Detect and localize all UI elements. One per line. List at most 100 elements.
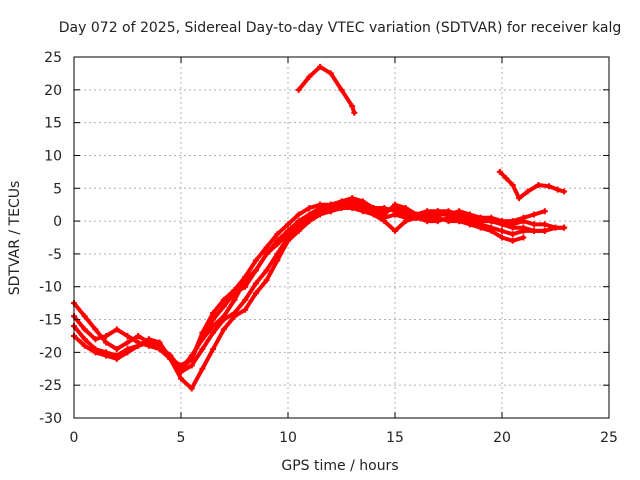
- data-point: [295, 86, 302, 93]
- y-tick-label: -25: [39, 378, 62, 394]
- data-point: [531, 221, 538, 228]
- data-point: [295, 211, 302, 218]
- data-point: [210, 346, 217, 353]
- data-point: [509, 181, 516, 188]
- data-point: [516, 195, 523, 202]
- data-point: [188, 385, 195, 392]
- data-point: [509, 237, 516, 244]
- data-point: [231, 313, 238, 320]
- data-point: [359, 208, 366, 215]
- data-point: [434, 208, 441, 215]
- data-point: [252, 280, 259, 287]
- data-point: [456, 211, 463, 218]
- data-point: [113, 355, 120, 362]
- data-point: [327, 208, 334, 215]
- data-point: [327, 70, 334, 77]
- data-point: [466, 221, 473, 228]
- y-tick-label: -5: [48, 247, 62, 263]
- data-point: [242, 306, 249, 313]
- data-point: [263, 250, 270, 257]
- data-point: [531, 211, 538, 218]
- data-point: [541, 221, 548, 228]
- x-tick-label: 15: [386, 430, 404, 446]
- data-point: [499, 221, 505, 228]
- plot-frame: [73, 56, 610, 419]
- series-track-5: [178, 204, 548, 372]
- data-point: [392, 201, 398, 208]
- y-tick-label: -15: [39, 313, 62, 329]
- data-point: [541, 208, 548, 215]
- data-point: [135, 342, 142, 349]
- data-point: [113, 346, 120, 353]
- data-point: [274, 257, 281, 264]
- data-point: [285, 237, 291, 244]
- data-point: [306, 214, 313, 221]
- data-point: [381, 204, 388, 211]
- data-point: [520, 214, 527, 221]
- data-point: [178, 375, 184, 382]
- data-point: [285, 231, 291, 238]
- x-tick-label: 5: [177, 430, 186, 446]
- data-point: [81, 336, 88, 343]
- data-point: [531, 227, 538, 234]
- y-axis-label: SDTVAR / TECUs: [7, 181, 23, 296]
- data-point: [477, 224, 484, 231]
- data-point: [92, 349, 99, 356]
- data-point: [263, 244, 270, 251]
- data-point: [424, 218, 431, 225]
- data-point: [274, 231, 281, 238]
- data-point: [499, 227, 505, 234]
- data-point: [509, 224, 516, 231]
- y-tick-label: -30: [39, 411, 62, 427]
- data-point: [488, 218, 495, 225]
- data-point: [103, 352, 110, 359]
- y-tick-label: 15: [44, 116, 62, 132]
- data-point: [210, 309, 217, 316]
- data-point: [220, 326, 227, 333]
- data-point: [242, 296, 249, 303]
- data-point: [210, 329, 217, 336]
- y-tick-label: 10: [44, 148, 62, 164]
- y-tick-label: -10: [39, 280, 62, 296]
- data-point: [252, 267, 259, 274]
- data-point: [520, 234, 527, 241]
- data-point: [499, 234, 505, 241]
- data-point: [370, 211, 377, 218]
- data-point: [199, 365, 206, 372]
- data-point: [402, 204, 409, 211]
- y-tick-label: 0: [53, 214, 62, 230]
- data-point: [81, 326, 88, 333]
- data-point: [466, 214, 473, 221]
- data-point: [370, 204, 377, 211]
- series-track-6: [295, 63, 358, 116]
- y-tick-label: 20: [44, 83, 62, 99]
- data-point: [402, 214, 409, 221]
- data-point: [113, 326, 120, 333]
- x-tick-label: 20: [493, 430, 511, 446]
- grid-layer: [74, 57, 609, 418]
- data-point: [306, 204, 313, 211]
- data-point: [456, 218, 463, 225]
- x-tick-label: 10: [279, 430, 297, 446]
- data-point: [92, 326, 99, 333]
- data-point: [103, 332, 110, 339]
- data-point: [349, 204, 356, 211]
- data-point: [263, 277, 270, 284]
- data-point: [524, 188, 531, 195]
- data-point: [167, 355, 174, 362]
- data-point: [263, 267, 270, 274]
- data-point: [509, 231, 516, 238]
- data-point: [220, 296, 227, 303]
- data-point: [381, 214, 388, 221]
- data-point: [561, 188, 568, 195]
- chart-title: Day 072 of 2025, Sidereal Day-to-day VTE…: [59, 20, 621, 36]
- data-point: [81, 342, 88, 349]
- data-point: [220, 313, 227, 320]
- data-point: [445, 208, 452, 215]
- data-point: [188, 352, 195, 359]
- data-point: [210, 316, 217, 323]
- data-point: [274, 241, 281, 248]
- axis-label-layer: 0 5 10 15 20 25 -30 -25 -20 -15 -10 -5 0 5 10 15 20 25: [39, 50, 618, 446]
- data-point: [535, 181, 542, 188]
- data-point: [434, 218, 441, 225]
